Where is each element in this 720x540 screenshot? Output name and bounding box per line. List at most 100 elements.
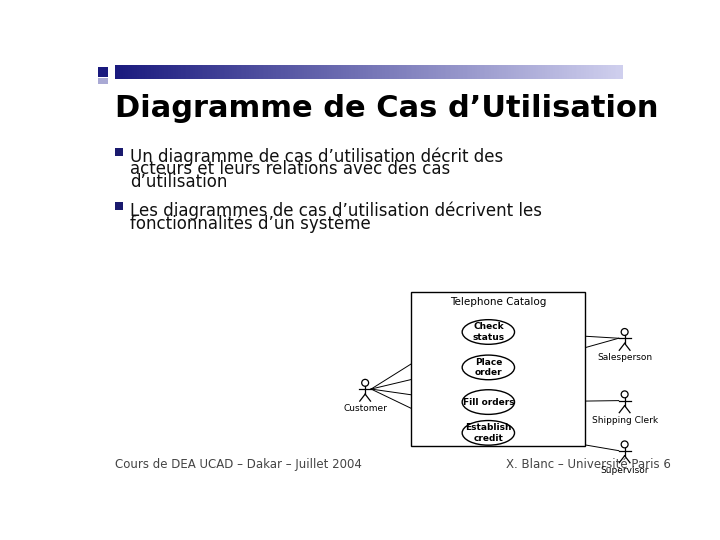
Bar [445,65,446,79]
Bar [428,65,429,79]
Bar [135,65,137,79]
Bar [263,65,264,79]
Bar [472,65,474,79]
Bar [203,65,205,79]
Bar [591,65,593,79]
Bar [480,65,482,79]
Bar [292,65,293,79]
Text: Check
status: Check status [472,322,505,342]
Bar [302,65,304,79]
Bar [307,65,309,79]
Bar [214,65,215,79]
Bar [117,65,118,79]
Bar [546,65,549,79]
Bar [438,65,439,79]
Bar [413,65,414,79]
Bar [424,65,426,79]
Bar [168,65,169,79]
Bar [610,65,611,79]
Bar [115,65,117,79]
Bar [149,65,150,79]
Text: Salesperson: Salesperson [597,353,652,362]
Bar [358,65,360,79]
Bar [282,65,283,79]
Bar [487,65,489,79]
Bar [375,65,377,79]
Text: Un diagramme de cas d’utilisation décrit des: Un diagramme de cas d’utilisation décrit… [130,147,503,166]
Bar [140,65,142,79]
Bar [319,65,320,79]
Bar [254,65,256,79]
Bar [339,65,341,79]
Bar [217,65,219,79]
Bar [462,65,464,79]
Bar [120,65,122,79]
Bar [613,65,615,79]
Bar [273,65,274,79]
Bar [244,65,246,79]
Bar [601,65,603,79]
Bar [134,65,135,79]
Bar [570,65,572,79]
Bar [372,65,373,79]
Bar [158,65,159,79]
Bar [521,65,523,79]
Bar [274,65,276,79]
Bar [397,65,399,79]
Bar [550,65,552,79]
Bar [259,65,261,79]
Bar [176,65,178,79]
Bar [456,65,458,79]
Bar [565,65,567,79]
Bar [620,65,621,79]
Bar [329,65,330,79]
Bar [599,65,601,79]
Bar [144,65,145,79]
Bar [385,65,387,79]
Bar [500,65,503,79]
Bar [186,65,188,79]
Bar [246,65,248,79]
Bar [181,65,183,79]
Bar [519,65,521,79]
Bar [125,65,127,79]
Bar [145,65,147,79]
Bar [118,65,120,79]
Bar [115,202,122,210]
Bar [192,65,193,79]
Bar [323,65,324,79]
Bar [559,65,560,79]
Bar [324,65,325,79]
Bar [475,65,477,79]
Bar [582,65,584,79]
Bar [436,65,438,79]
Bar [193,65,195,79]
Bar [535,65,536,79]
Text: Shipping Clerk: Shipping Clerk [592,416,657,425]
Bar [536,65,538,79]
Bar [588,65,589,79]
Bar [540,65,541,79]
Bar [455,65,456,79]
Bar [579,65,580,79]
Bar [370,65,372,79]
Bar [464,65,465,79]
Bar [156,65,158,79]
Bar [528,65,530,79]
Bar [485,65,487,79]
Bar [560,65,562,79]
Bar [256,65,258,79]
Bar [115,148,122,156]
Bar [411,292,585,446]
Bar [341,65,343,79]
Bar [549,65,550,79]
Bar [621,65,623,79]
Bar [360,65,361,79]
Bar [285,65,287,79]
Bar [235,65,238,79]
Bar [234,65,235,79]
Text: Cours de DEA UCAD – Dakar – Juillet 2004: Cours de DEA UCAD – Dakar – Juillet 2004 [115,458,361,471]
Bar [429,65,431,79]
Bar [368,65,370,79]
Bar [361,65,363,79]
